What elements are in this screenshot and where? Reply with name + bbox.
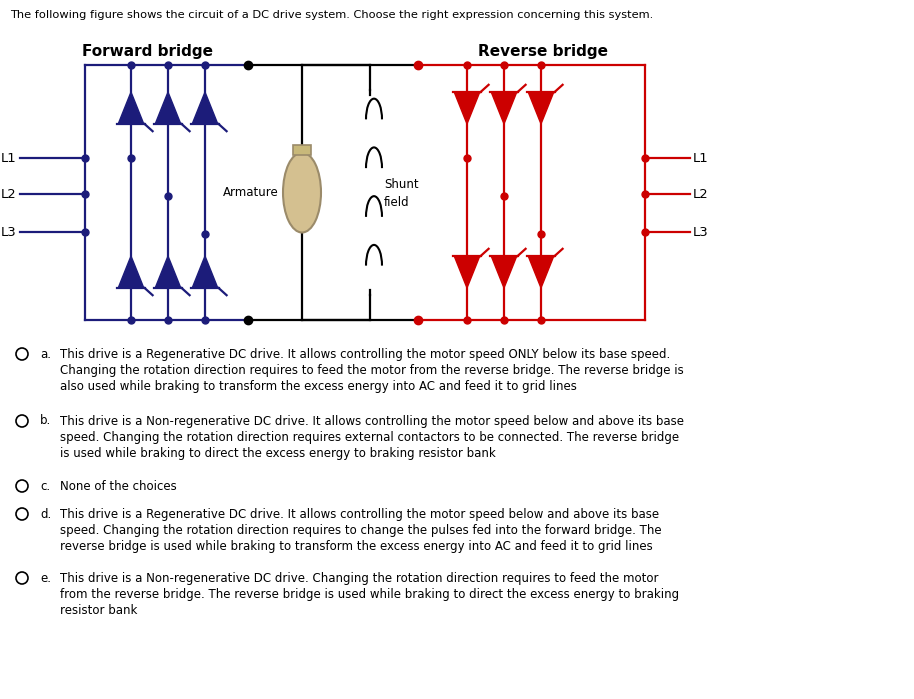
Text: from the reverse bridge. The reverse bridge is used while braking to direct the : from the reverse bridge. The reverse bri… — [60, 588, 679, 601]
Text: Reverse bridge: Reverse bridge — [478, 44, 608, 59]
Text: The following figure shows the circuit of a DC drive system. Choose the right ex: The following figure shows the circuit o… — [10, 10, 654, 20]
Polygon shape — [155, 92, 181, 124]
Text: resistor bank: resistor bank — [60, 604, 137, 617]
Polygon shape — [528, 256, 554, 288]
Text: field: field — [384, 196, 409, 209]
Polygon shape — [118, 92, 143, 124]
Text: speed. Changing the rotation direction requires external contactors to be connec: speed. Changing the rotation direction r… — [60, 431, 679, 444]
Text: This drive is a Regenerative DC drive. It allows controlling the motor speed ONL: This drive is a Regenerative DC drive. I… — [60, 348, 670, 361]
Text: This drive is a Regenerative DC drive. It allows controlling the motor speed bel: This drive is a Regenerative DC drive. I… — [60, 508, 659, 521]
Polygon shape — [192, 92, 218, 124]
Text: Forward bridge: Forward bridge — [82, 44, 214, 59]
Text: L1: L1 — [1, 152, 17, 164]
Text: also used while braking to transform the excess energy into AC and feed it to gr: also used while braking to transform the… — [60, 380, 577, 393]
Polygon shape — [454, 256, 480, 288]
Text: L3: L3 — [1, 226, 17, 238]
Polygon shape — [491, 92, 516, 124]
Polygon shape — [454, 92, 480, 124]
Text: speed. Changing the rotation direction requires to change the pulses fed into th: speed. Changing the rotation direction r… — [60, 524, 662, 537]
Ellipse shape — [283, 152, 321, 233]
Text: L3: L3 — [693, 226, 708, 238]
Polygon shape — [155, 256, 181, 288]
Text: is used while braking to direct the excess energy to braking resistor bank: is used while braking to direct the exce… — [60, 447, 495, 460]
Text: This drive is a Non-regenerative DC drive. Changing the rotation direction requi: This drive is a Non-regenerative DC driv… — [60, 572, 658, 585]
Polygon shape — [491, 256, 516, 288]
FancyBboxPatch shape — [293, 145, 311, 154]
Text: reverse bridge is used while braking to transform the excess energy into AC and : reverse bridge is used while braking to … — [60, 540, 653, 553]
Text: Shunt: Shunt — [384, 178, 419, 191]
Text: c.: c. — [40, 480, 50, 493]
Text: b.: b. — [40, 415, 51, 428]
Text: Armature: Armature — [223, 186, 279, 199]
Text: d.: d. — [40, 507, 51, 521]
Text: L2: L2 — [1, 187, 17, 201]
Text: L2: L2 — [693, 187, 708, 201]
Polygon shape — [528, 92, 554, 124]
Text: L1: L1 — [693, 152, 708, 164]
Text: This drive is a Non-regenerative DC drive. It allows controlling the motor speed: This drive is a Non-regenerative DC driv… — [60, 415, 684, 428]
Text: a.: a. — [40, 347, 51, 361]
Text: None of the choices: None of the choices — [60, 480, 176, 493]
Polygon shape — [192, 256, 218, 288]
Polygon shape — [118, 256, 143, 288]
Text: e.: e. — [40, 572, 51, 584]
Text: Changing the rotation direction requires to feed the motor from the reverse brid: Changing the rotation direction requires… — [60, 364, 684, 377]
